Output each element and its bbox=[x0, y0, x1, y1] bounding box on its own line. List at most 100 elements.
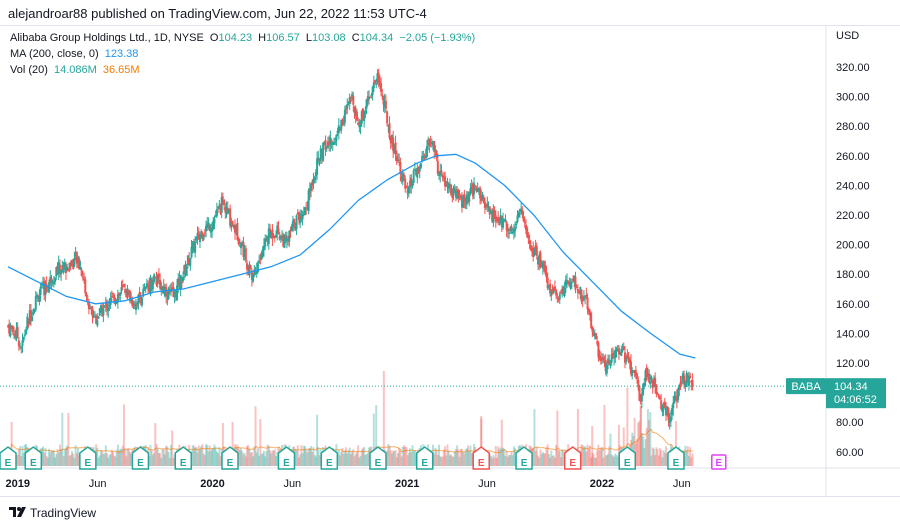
earnings-marker[interactable] bbox=[515, 446, 533, 470]
candle-body bbox=[619, 353, 622, 355]
candle-body bbox=[192, 242, 195, 252]
candle-body bbox=[21, 340, 24, 346]
candle-body bbox=[207, 222, 210, 224]
volume-bar bbox=[166, 446, 169, 466]
earnings-marker[interactable] bbox=[79, 446, 97, 470]
earnings-marker[interactable] bbox=[415, 446, 434, 470]
volume-bar bbox=[656, 448, 659, 466]
candle-body bbox=[125, 294, 128, 298]
candle-body bbox=[127, 290, 130, 292]
volume-bar bbox=[297, 457, 300, 466]
footer-brand[interactable]: TradingView bbox=[30, 506, 97, 520]
candle-body bbox=[440, 170, 443, 174]
earnings-marker[interactable] bbox=[0, 446, 17, 470]
candle-body bbox=[214, 216, 217, 218]
time-tick-label: 2021 bbox=[395, 478, 419, 490]
candle-body bbox=[517, 212, 520, 217]
candle-body bbox=[568, 281, 571, 287]
candle-body bbox=[283, 234, 286, 248]
candle-body bbox=[427, 140, 430, 146]
volume-bar bbox=[602, 457, 605, 466]
volume-bar bbox=[537, 455, 540, 466]
candle-body bbox=[678, 384, 681, 390]
volume-bar bbox=[388, 445, 391, 466]
volume-bar bbox=[113, 455, 116, 466]
chart-frame[interactable]: USD 320.00 300.00 280.00 260.00 240.00 220.00 2… bbox=[0, 26, 900, 496]
volume-bar bbox=[393, 451, 396, 466]
candle-body bbox=[522, 216, 525, 222]
candle-body bbox=[64, 264, 67, 274]
volume-bar bbox=[410, 452, 413, 466]
candle-body bbox=[643, 382, 646, 387]
time-tick-label: 2019 bbox=[5, 478, 29, 490]
candle-body bbox=[70, 260, 73, 267]
last-price-tag[interactable] bbox=[826, 378, 886, 409]
candle-body bbox=[648, 373, 651, 383]
volume-bar bbox=[161, 448, 164, 466]
candle-body bbox=[615, 348, 618, 352]
candle-body bbox=[363, 110, 366, 122]
ticker-tag[interactable] bbox=[786, 378, 826, 395]
earnings-marker[interactable] bbox=[563, 446, 582, 470]
tradingview-logo-icon[interactable] bbox=[9, 507, 27, 517]
legend-ma-label[interactable]: MA (200, close, 0) bbox=[10, 48, 99, 60]
earnings-marker-future[interactable] bbox=[711, 454, 727, 470]
candle-body bbox=[250, 270, 253, 280]
candle-body bbox=[601, 358, 604, 360]
candle-body bbox=[622, 346, 625, 350]
candle-body bbox=[72, 259, 75, 269]
earnings-marker[interactable] bbox=[24, 446, 43, 470]
volume-bar bbox=[213, 444, 216, 466]
candle-body bbox=[173, 289, 176, 297]
candle-body bbox=[535, 246, 538, 256]
legend-open-label: O bbox=[209, 32, 219, 44]
candle-body bbox=[425, 146, 428, 158]
candle-body bbox=[131, 299, 134, 307]
earnings-marker[interactable] bbox=[369, 446, 387, 470]
candle-body bbox=[200, 231, 203, 238]
earnings-marker[interactable] bbox=[320, 446, 339, 470]
volume-bar bbox=[60, 449, 63, 466]
candle-body bbox=[546, 277, 549, 289]
candle-body bbox=[252, 275, 255, 282]
earnings-marker[interactable] bbox=[472, 446, 490, 470]
volume-bar bbox=[106, 453, 109, 466]
candle-body bbox=[555, 289, 558, 296]
volume-bar bbox=[654, 454, 657, 466]
earnings-marker[interactable] bbox=[174, 446, 193, 470]
candle-body bbox=[332, 142, 335, 144]
volume-bar bbox=[375, 405, 378, 466]
earnings-marker[interactable] bbox=[277, 446, 296, 470]
candle-body bbox=[271, 229, 274, 239]
earnings-marker[interactable] bbox=[667, 446, 685, 470]
volume-bar bbox=[494, 446, 497, 466]
candle-body bbox=[582, 296, 585, 300]
candle-body bbox=[661, 407, 664, 413]
legend-vol-value2: 36.65M bbox=[102, 64, 140, 76]
price-chart[interactable]: USD 320.00 300.00 280.00 260.00 240.00 220.00 2… bbox=[0, 26, 900, 496]
volume-bar bbox=[617, 424, 620, 466]
volume-bar bbox=[347, 450, 350, 466]
volume-bar bbox=[411, 445, 414, 466]
volume-bar bbox=[386, 450, 389, 466]
candle-body bbox=[410, 178, 413, 187]
candle-body bbox=[293, 218, 296, 228]
candle-body bbox=[120, 287, 123, 292]
volume-bar bbox=[439, 456, 442, 466]
candle-body bbox=[208, 224, 211, 231]
earnings-marker[interactable] bbox=[221, 446, 239, 470]
legend-symbol[interactable]: Alibaba Group Holdings Ltd., 1D, NYSE bbox=[10, 32, 204, 44]
candle-body bbox=[690, 380, 693, 384]
earnings-marker[interactable] bbox=[618, 446, 637, 470]
candle-body bbox=[448, 183, 451, 186]
volume-bar bbox=[340, 451, 343, 466]
volume-bar bbox=[412, 450, 415, 466]
candle-body bbox=[674, 397, 677, 399]
volume-bar bbox=[276, 452, 279, 466]
candle-body bbox=[267, 228, 270, 245]
candle-body bbox=[97, 316, 100, 319]
legend-vol-label[interactable]: Vol (20) bbox=[10, 64, 48, 76]
candle-body bbox=[613, 356, 616, 359]
earnings-marker[interactable] bbox=[131, 446, 150, 470]
ma200-line[interactable] bbox=[7, 153, 696, 359]
